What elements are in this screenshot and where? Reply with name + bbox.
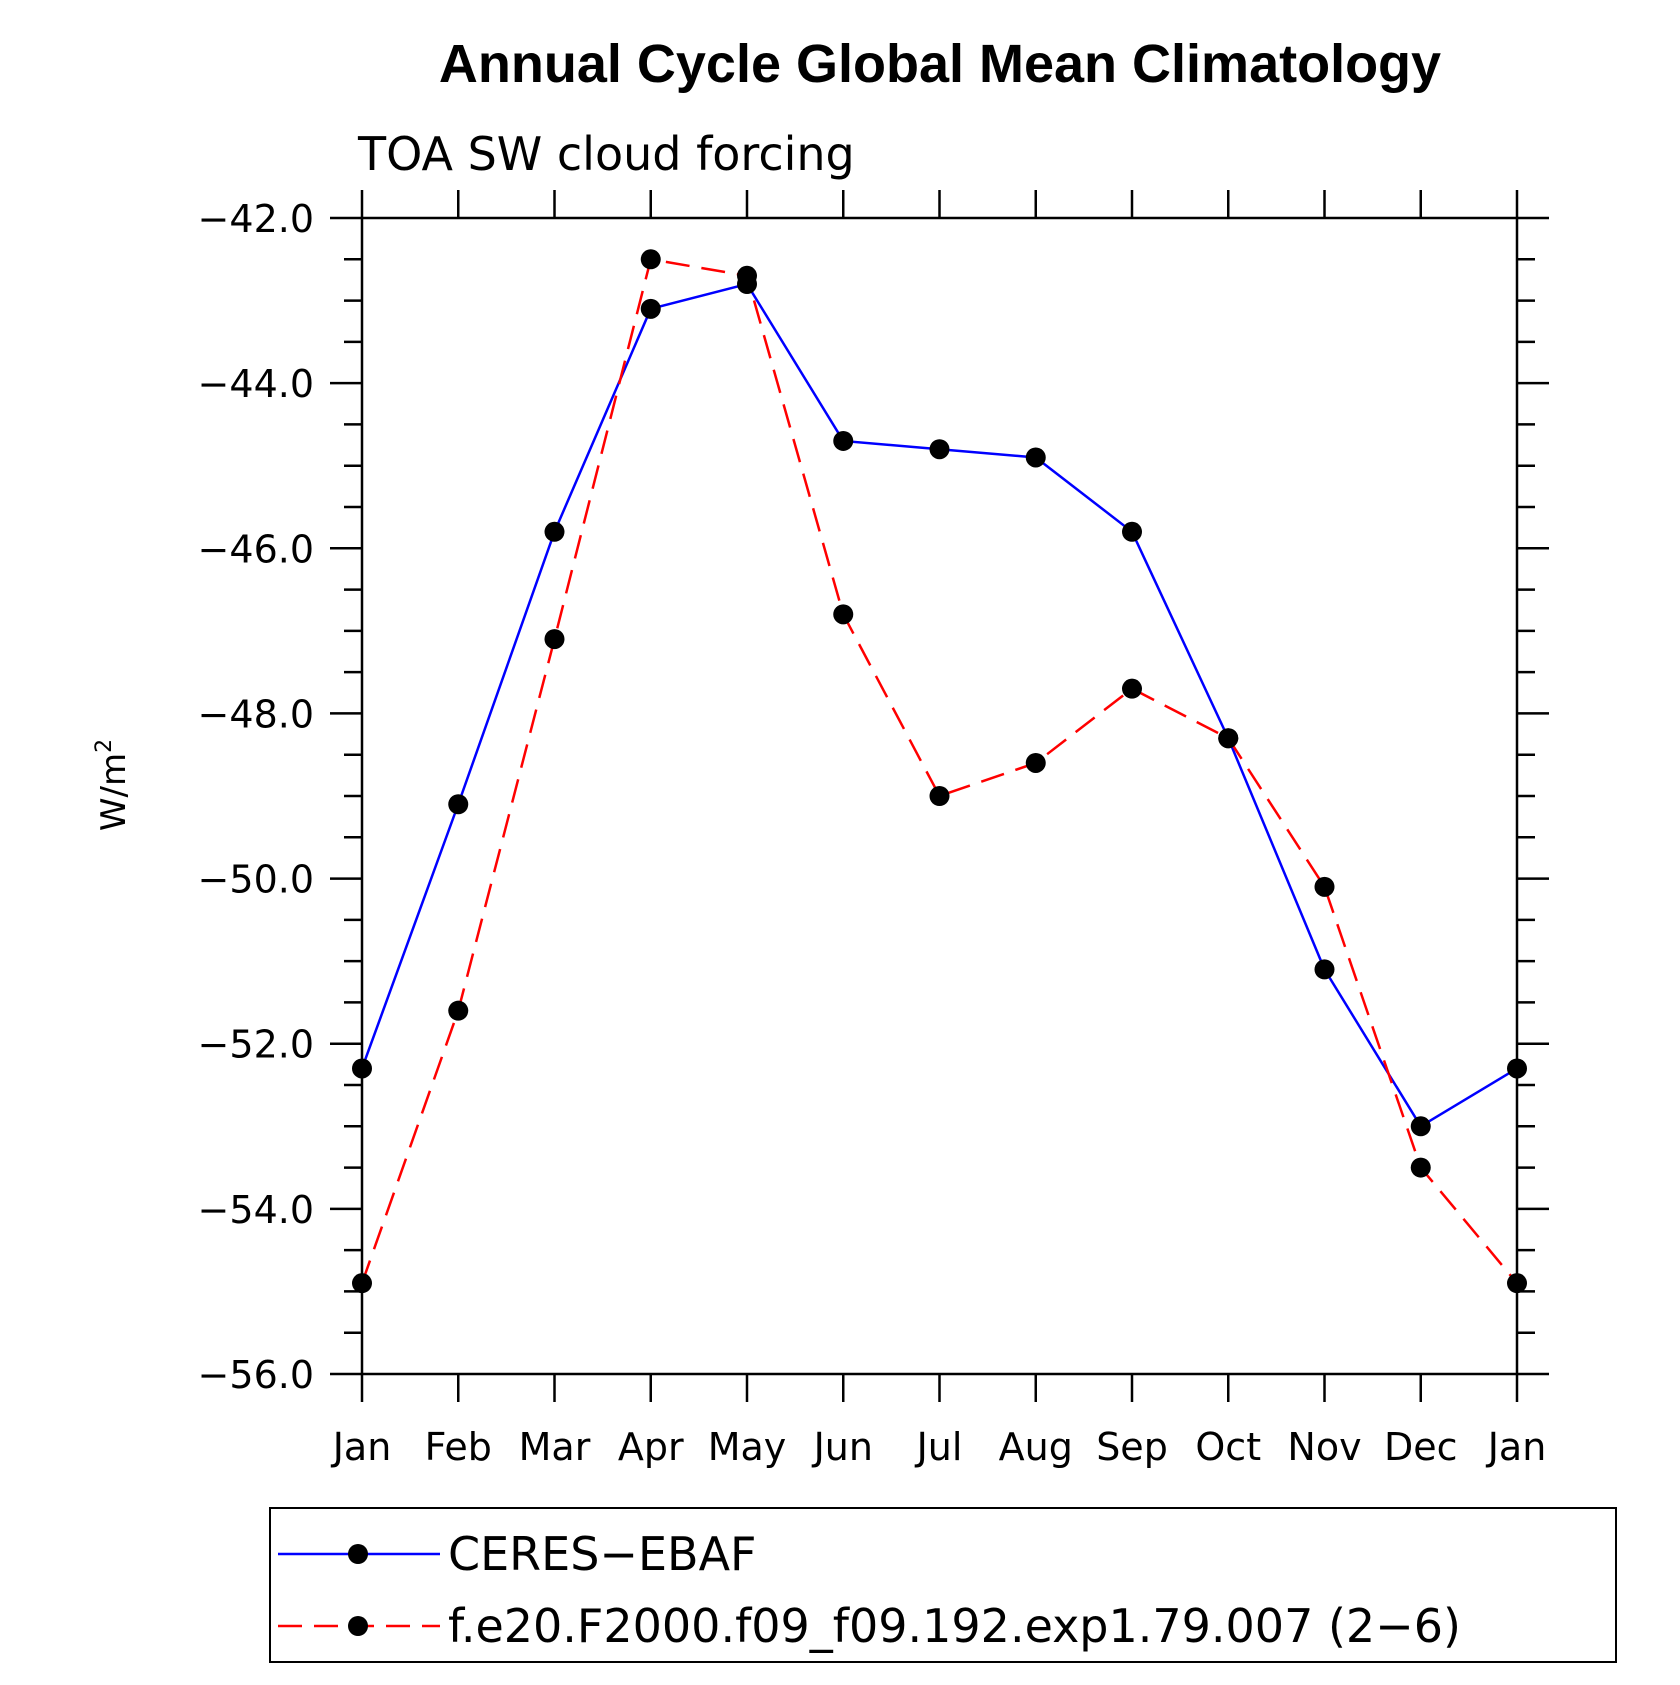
series-2-point [448, 1000, 469, 1021]
legend-marker-1 [348, 1544, 368, 1564]
legend-box [269, 1507, 1617, 1663]
series-line-1 [360, 282, 1518, 1128]
series-1-point [448, 794, 469, 815]
x-tick-label: Mar [519, 1425, 591, 1469]
x-tick-label: Jul [915, 1425, 963, 1469]
y-tick-label: −46.0 [198, 527, 314, 571]
y-tick-label: −44.0 [198, 362, 314, 406]
legend: CERES−EBAF f.e20.F2000.f09_f09.192.exp1.7… [269, 1507, 1617, 1663]
series-1-point [1314, 959, 1335, 980]
chart-subtitle: TOA SW cloud forcing [357, 127, 855, 181]
x-tick-label: Jun [812, 1425, 873, 1469]
y-axis-label: W/m2 [92, 739, 134, 831]
y-axis-label-superscript: 2 [92, 739, 117, 753]
series-2-point [1314, 876, 1335, 897]
series-1-point [544, 521, 565, 542]
legend-label-2: f.e20.F2000.f09_f09.192.exp1.79.007 (2−6… [448, 1599, 1461, 1653]
legend-label-1: CERES−EBAF [448, 1527, 757, 1581]
series-2-point [1025, 752, 1046, 773]
plot-area: −42.0 −44.0 −46.0 −48.0 −50.0 −52.0 −54.0 −56.0… [198, 190, 1549, 1469]
series-line-2 [360, 257, 1518, 1284]
series-1-point [640, 298, 661, 319]
svg-text:W/m2: W/m2 [92, 739, 134, 831]
y-tick-label: −56.0 [198, 1353, 314, 1397]
series-2-point [833, 604, 854, 625]
legend-marker-2 [348, 1616, 368, 1636]
series-2-point [1410, 1157, 1431, 1178]
series-2-point [1218, 728, 1239, 749]
x-tick-label: Nov [1287, 1425, 1361, 1469]
series-2-point [929, 786, 950, 806]
series-1-point [833, 430, 854, 451]
y-tick-label: −42.0 [198, 197, 314, 241]
y-tick-label: −50.0 [198, 858, 314, 902]
series-1-point [1507, 1058, 1527, 1079]
series-2-point [640, 249, 661, 270]
x-tick-label: Dec [1384, 1425, 1458, 1469]
series-2-point [737, 265, 757, 286]
x-tick-label: Sep [1096, 1425, 1168, 1469]
x-tick-label: Jan [331, 1425, 392, 1469]
y-tick-label: −48.0 [198, 692, 314, 736]
x-tick-label: Jan [1486, 1425, 1547, 1469]
series-2-point [1122, 678, 1142, 699]
x-tick-label: May [708, 1425, 787, 1469]
x-tick-label: Aug [999, 1425, 1073, 1469]
series-1-point [929, 439, 950, 460]
x-tick-label: Feb [425, 1425, 492, 1469]
y-axis-label-unit: W/m [94, 753, 134, 831]
series-2-point [352, 1273, 372, 1294]
x-tick-label: Oct [1195, 1425, 1261, 1469]
series-1-point [1025, 447, 1046, 468]
y-tick-label: −54.0 [198, 1188, 314, 1232]
series-2-point [1507, 1273, 1527, 1294]
series-2-point [544, 629, 565, 650]
series-1-point [1122, 521, 1142, 542]
series-1-point [1410, 1116, 1431, 1137]
chart-title: Annual Cycle Global Mean Climatology [439, 34, 1441, 94]
x-tick-label: Apr [618, 1425, 684, 1469]
series-1-point [352, 1058, 372, 1079]
y-tick-label: −52.0 [198, 1023, 314, 1067]
